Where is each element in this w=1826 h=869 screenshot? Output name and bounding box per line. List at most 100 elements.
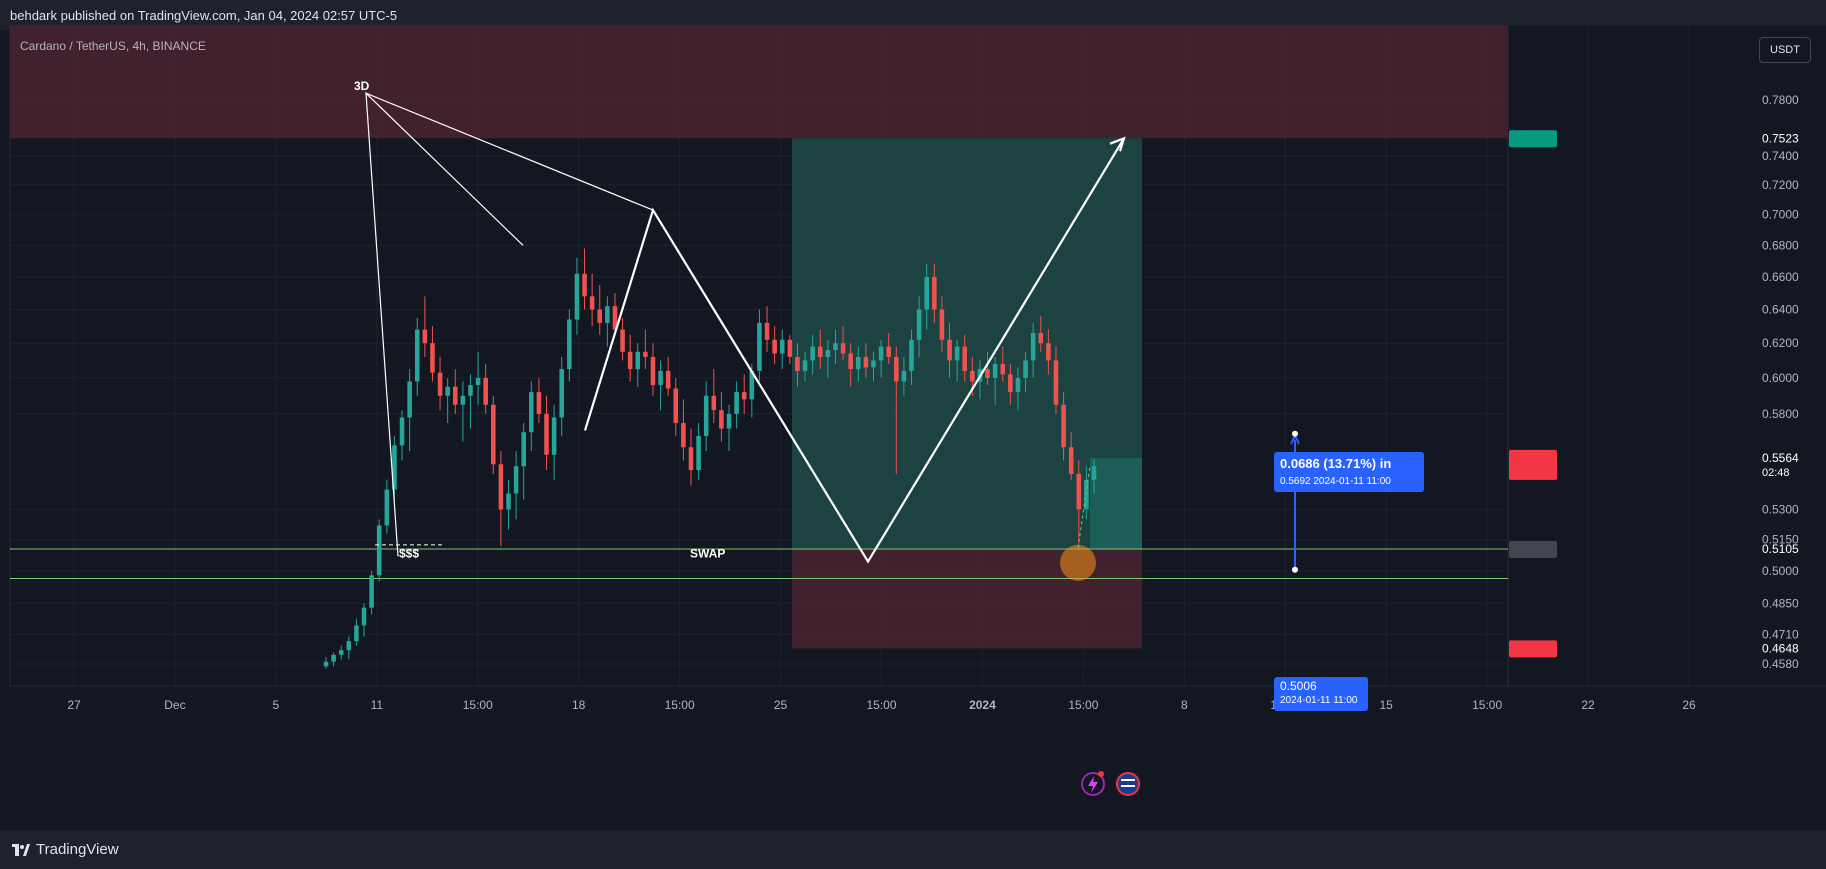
candle-body (452, 386, 458, 405)
candle-body (468, 385, 473, 396)
price-axis-label-text: 0.4648 (1762, 641, 1799, 655)
candle-body (787, 339, 793, 357)
x-tick-label: 15:00 (665, 698, 695, 712)
candle-body (1038, 332, 1044, 344)
price-axis-label-text: 0.5105 (1762, 542, 1799, 556)
x-tick-label: 8 (1181, 698, 1188, 712)
candle-body (939, 309, 945, 340)
candle-body (703, 395, 709, 436)
y-tick-label: 0.4710 (1762, 627, 1799, 641)
currency-button[interactable]: USDT (1759, 37, 1811, 63)
measure-info-bottom (1274, 677, 1368, 711)
candle-body (779, 339, 785, 354)
projection-dotted-line (1077, 466, 1091, 549)
lightning-icon (1081, 772, 1105, 796)
x-tick-label: 2024 (969, 698, 996, 712)
candle-body (597, 309, 603, 323)
y-tick-label: 0.4850 (1762, 596, 1799, 610)
price-axis-label-text: 0.5564 (1762, 451, 1799, 465)
harmonic-pattern-lines (365, 91, 654, 557)
candle-body (635, 351, 641, 370)
candle-body (817, 346, 823, 357)
lightning-bolt-icon (1088, 776, 1098, 793)
candle-body (605, 306, 610, 323)
candle-body (901, 370, 907, 382)
candle-body (909, 339, 914, 371)
price-axis-label (1509, 130, 1557, 148)
candle-body (1000, 363, 1006, 375)
candle-body (361, 607, 367, 626)
y-tick-label: 0.7400 (1762, 149, 1799, 163)
candle-body (848, 353, 853, 370)
swap-label: SWAP (690, 546, 725, 560)
tradingview-icon (12, 843, 30, 856)
x-tick-label: 15:00 (463, 698, 493, 712)
candle-body (445, 386, 450, 396)
measure-bottom-sub: 2024-01-11 11:00 (1280, 695, 1358, 706)
candle-body (878, 346, 884, 361)
measure-anchor-top (1292, 430, 1298, 437)
candle-body (764, 322, 770, 340)
y-tick-label: 0.5300 (1762, 502, 1799, 516)
projection-path (583, 137, 1125, 564)
candle-body (992, 363, 998, 378)
candle-body (894, 356, 899, 382)
candle-body (1076, 473, 1082, 510)
candle-body (354, 625, 359, 642)
price-axis-label-timer: 02:48 (1762, 467, 1790, 479)
x-tick-label: 11 (371, 698, 384, 712)
candle-body (916, 309, 922, 340)
flag-stripe-icon (1121, 779, 1135, 781)
candle-body (559, 369, 565, 418)
candle-body (825, 350, 831, 357)
candle-body (376, 525, 382, 576)
candle-body (650, 356, 656, 386)
candle-body (346, 641, 352, 651)
candle-body (1023, 360, 1028, 378)
candle-body (1091, 466, 1097, 480)
candle-body (422, 329, 428, 344)
candle-body (407, 381, 412, 418)
candle-body (1084, 479, 1089, 510)
measure-info-top (1274, 452, 1424, 492)
candle-body (536, 392, 542, 414)
y-tick-label: 0.5150 (1762, 533, 1799, 547)
measure-anchor-bottom (1292, 566, 1298, 573)
candle-body (338, 650, 344, 655)
candle-body (1030, 332, 1036, 361)
candle-body (711, 395, 717, 411)
x-tick-label: 15:00 (866, 698, 896, 712)
candle-body (970, 370, 975, 382)
x-tick-label: 15 (1380, 698, 1394, 712)
candle-body (688, 447, 694, 471)
candle-body (483, 377, 488, 405)
us-flag-icon (1116, 772, 1140, 796)
supply-zone (10, 26, 1508, 139)
y-tick-label: 0.4580 (1762, 657, 1799, 671)
price-axis-label (1509, 640, 1557, 658)
candle-body (643, 351, 648, 357)
candle-body (392, 445, 397, 490)
candle-body (932, 276, 937, 310)
flag-stripe-icon (1121, 785, 1135, 787)
candle-body (947, 339, 952, 361)
y-tick-label: 0.6600 (1762, 270, 1799, 284)
y-tick-label: 0.7200 (1762, 178, 1799, 192)
candle-body (521, 432, 526, 467)
candle-body (414, 329, 420, 382)
candle-body (1061, 404, 1066, 448)
footer-bar: TradingView (0, 830, 1826, 869)
y-tick-label: 0.5000 (1762, 564, 1799, 578)
tradingview-logo[interactable]: TradingView (12, 841, 119, 858)
x-tick-label: 15:00 (1068, 698, 1098, 712)
publisher-text: behdark published on TradingView.com, Ja… (10, 8, 398, 23)
candle-body (757, 322, 762, 371)
candle-body (620, 329, 625, 352)
price-axis-label (1509, 449, 1557, 480)
candle-body (833, 343, 838, 351)
candle-body (1008, 374, 1013, 393)
pattern-label-3d: 3D (354, 79, 370, 93)
candle-body (529, 392, 534, 433)
candle-body (863, 356, 869, 368)
